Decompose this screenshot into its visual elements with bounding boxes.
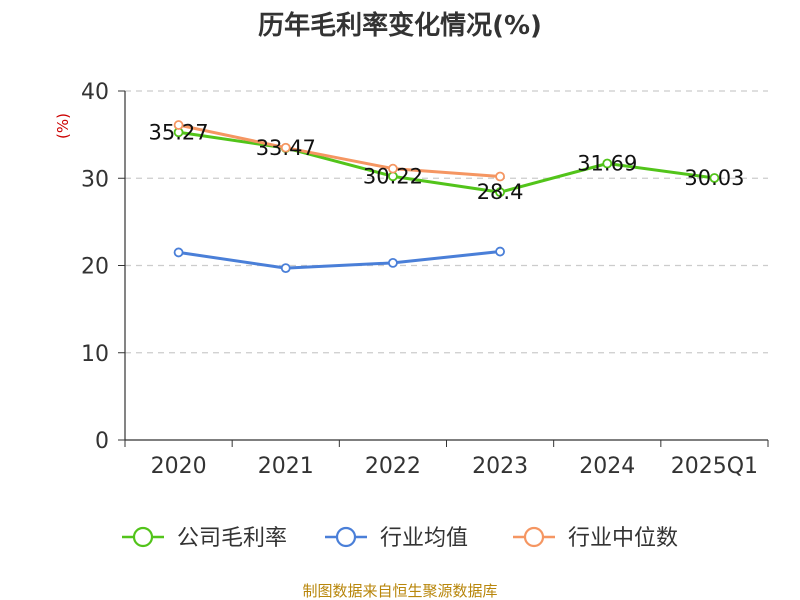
data-point[interactable]: [173, 247, 184, 258]
series-line: [178, 250, 501, 270]
legend[interactable]: 公司毛利率 行业均值 行业中位数: [122, 526, 678, 551]
x-tick-label: 2025Q1: [671, 454, 758, 479]
data-label: 35.27: [149, 120, 209, 144]
data-point[interactable]: [280, 142, 291, 153]
legend-marker[interactable]: [523, 526, 545, 548]
data-label: 28.4: [477, 180, 524, 204]
data-point[interactable]: [495, 187, 505, 198]
legend-marker[interactable]: [132, 526, 154, 548]
axes: 0 10 20 30 40 2020 2021 2022 2023 2024 2025Q1: [81, 80, 769, 479]
y-tick-label: 40: [81, 80, 109, 105]
data-point[interactable]: [280, 263, 291, 274]
data-point[interactable]: [388, 257, 398, 268]
y-tick-label: 30: [81, 167, 109, 192]
y-tick-label: 10: [81, 342, 109, 367]
data-label: 30.22: [363, 164, 423, 188]
grid-lines: [125, 90, 768, 354]
x-tick-label: 2021: [258, 454, 314, 479]
data-label: 30.03: [684, 166, 744, 190]
data-point[interactable]: [495, 246, 505, 257]
data-point[interactable]: [388, 163, 398, 174]
y-tick-label: 0: [95, 429, 109, 454]
series-line: [178, 123, 501, 179]
x-tick-label: 2024: [579, 454, 635, 479]
legend-label[interactable]: 行业中位数: [568, 526, 678, 551]
data-point[interactable]: [709, 173, 720, 183]
data-point[interactable]: [495, 171, 505, 182]
y-tick-label: 20: [81, 255, 109, 280]
data-label: 31.69: [577, 152, 637, 176]
data-labels: 35.27 33.47 30.22 28.4 31.69 30.03: [149, 120, 745, 204]
data-label: 33.47: [256, 136, 316, 160]
x-tick-label: 2022: [365, 454, 421, 479]
source-note: 制图数据来自恒生聚源数据库: [302, 582, 497, 600]
chart-title: 历年毛利率变化情况(%): [258, 10, 542, 41]
legend-label[interactable]: 公司毛利率: [177, 526, 287, 551]
y-axis-label: (%): [54, 113, 72, 139]
series-lines: [173, 120, 720, 274]
data-point[interactable]: [602, 158, 613, 169]
legend-label[interactable]: 行业均值: [380, 526, 468, 551]
x-tick-label: 2023: [472, 454, 528, 479]
data-point[interactable]: [173, 120, 184, 130]
legend-marker[interactable]: [335, 526, 357, 548]
x-tick-label: 2020: [151, 454, 207, 479]
